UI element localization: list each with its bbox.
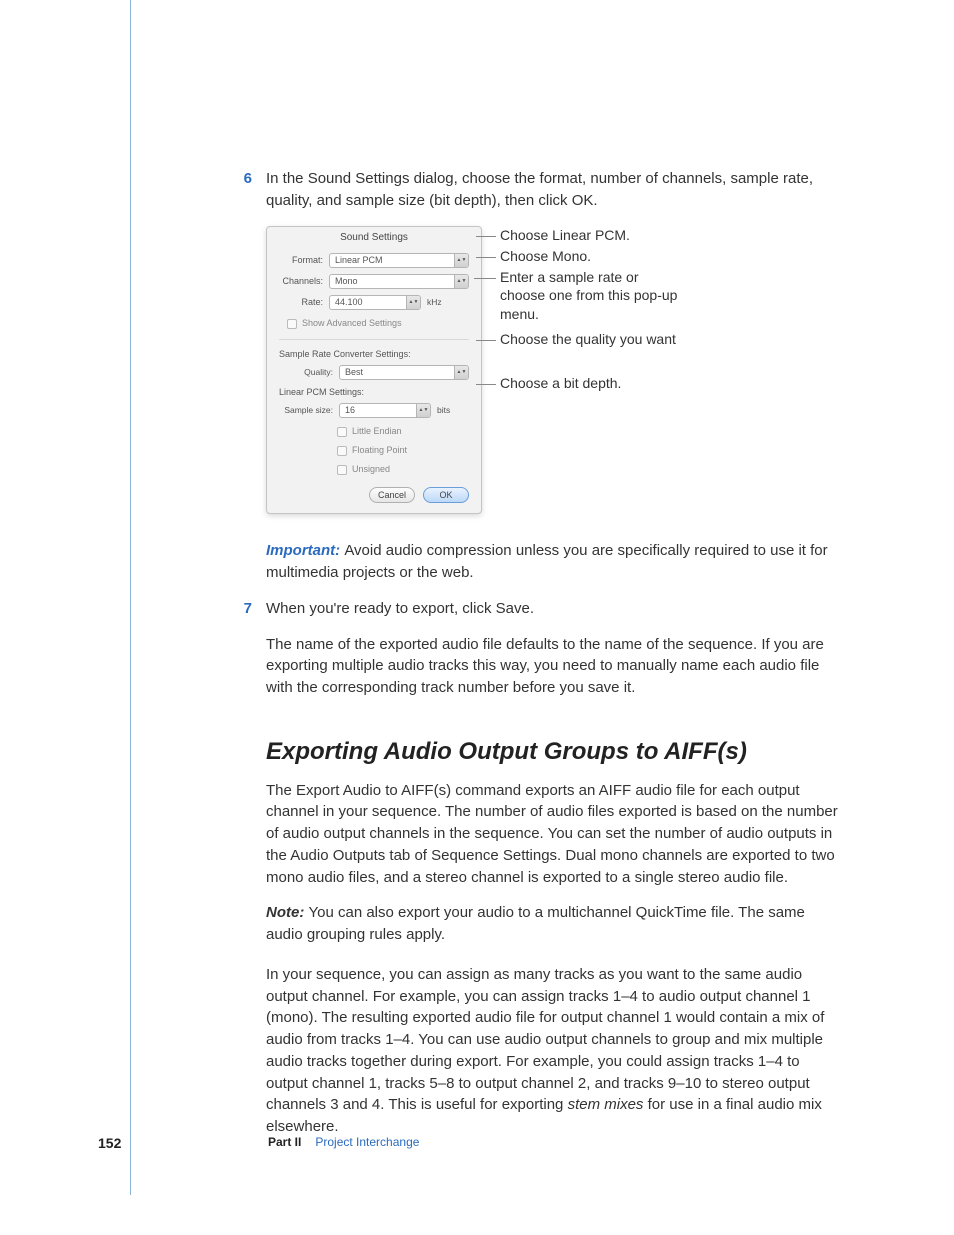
important-label: Important: [266,542,344,559]
note-label: Note: [266,904,309,921]
format-popup[interactable]: Linear PCM ▲▼ [329,253,469,268]
format-value: Linear PCM [335,254,383,267]
unsigned-row[interactable]: Unsigned [267,460,481,479]
channels-value: Mono [335,275,358,288]
dialog-figure: Sound Settings Format: Linear PCM ▲▼ Cha… [266,226,842,515]
little-endian-label: Little Endian [352,425,402,438]
checkbox-icon [287,319,297,329]
page-number: 152 [98,1133,136,1153]
quality-row: Quality: Best ▲▼ [267,363,481,384]
floating-point-label: Floating Point [352,444,407,457]
step-6-number: 6 [130,168,266,212]
format-label: Format: [279,254,323,267]
quality-popup[interactable]: Best ▲▼ [339,365,469,380]
left-margin-rule [130,0,131,1195]
step-6: 6 In the Sound Settings dialog, choose t… [130,168,842,212]
show-advanced-row[interactable]: Show Advanced Settings [267,314,481,333]
sample-size-unit: bits [437,404,450,416]
divider [279,339,469,340]
ok-button[interactable]: OK [423,487,469,503]
channels-popup[interactable]: Mono ▲▼ [329,274,469,289]
section-p3: In your sequence, you can assign as many… [266,964,842,1138]
callout-bitdepth: Choose a bit depth. [500,374,621,393]
little-endian-row[interactable]: Little Endian [267,422,481,441]
channels-label: Channels: [279,275,323,288]
rate-label: Rate: [279,296,323,309]
dialog-buttons: Cancel OK [267,479,481,503]
floating-point-row[interactable]: Floating Point [267,441,481,460]
note-block: Note: You can also export your audio to … [266,902,842,946]
quality-value: Best [345,366,363,379]
channels-row: Channels: Mono ▲▼ [267,272,481,293]
popup-arrows-icon: ▲▼ [454,366,468,379]
page-footer: 152 Part II Project Interchange [0,1133,954,1153]
important-text: Avoid audio compression unless you are s… [266,542,828,581]
stem-mixes: stem mixes [568,1096,644,1113]
checkbox-icon [337,446,347,456]
checkbox-icon [337,465,347,475]
part-label: Part II [268,1134,301,1151]
callout-channels: Choose Mono. [500,247,591,266]
popup-arrows-icon: ▲▼ [406,296,420,309]
rate-value: 44.100 [335,296,363,309]
para-after-7: The name of the exported audio file defa… [266,634,842,699]
callouts: Choose Linear PCM. Choose Mono. Enter a … [500,226,842,250]
quality-label: Quality: [279,366,333,378]
rate-row: Rate: 44.100 ▲▼ kHz [267,293,481,314]
popup-arrows-icon: ▲▼ [454,254,468,267]
step-7: 7 When you're ready to export, click Sav… [130,598,842,620]
step-7-number: 7 [130,598,266,620]
rate-popup[interactable]: 44.100 ▲▼ [329,295,421,310]
callout-quality: Choose the quality you want [500,330,680,349]
cancel-button[interactable]: Cancel [369,487,415,503]
note-text: You can also export your audio to a mult… [266,904,805,943]
popup-arrows-icon: ▲▼ [454,275,468,288]
sound-settings-dialog: Sound Settings Format: Linear PCM ▲▼ Cha… [266,226,482,515]
pcm-section-label: Linear PCM Settings: [267,384,481,401]
show-advanced-label: Show Advanced Settings [302,317,402,330]
unsigned-label: Unsigned [352,463,390,476]
sample-size-row: Sample size: 16 ▲▼ bits [267,401,481,422]
sample-size-popup[interactable]: 16 ▲▼ [339,403,431,418]
callout-rate: Enter a sample rate or choose one from t… [500,268,680,325]
format-row: Format: Linear PCM ▲▼ [267,251,481,272]
callout-format: Choose Linear PCM. [500,226,630,245]
rate-unit: kHz [427,296,442,308]
section-p3a: In your sequence, you can assign as many… [266,966,824,1114]
important-block: Important: Avoid audio compression unles… [266,540,842,584]
section-p1: The Export Audio to AIFF(s) command expo… [266,780,842,889]
step-7-text: When you're ready to export, click Save. [266,598,842,620]
popup-arrows-icon: ▲▼ [416,404,430,417]
part-title: Project Interchange [315,1134,419,1151]
step-6-text: In the Sound Settings dialog, choose the… [266,168,842,212]
sample-size-value: 16 [345,404,355,417]
sample-size-label: Sample size: [279,404,333,416]
dialog-title: Sound Settings [267,227,481,252]
src-section-label: Sample Rate Converter Settings: [267,346,481,363]
checkbox-icon [337,427,347,437]
section-heading: Exporting Audio Output Groups to AIFF(s) [266,735,842,770]
